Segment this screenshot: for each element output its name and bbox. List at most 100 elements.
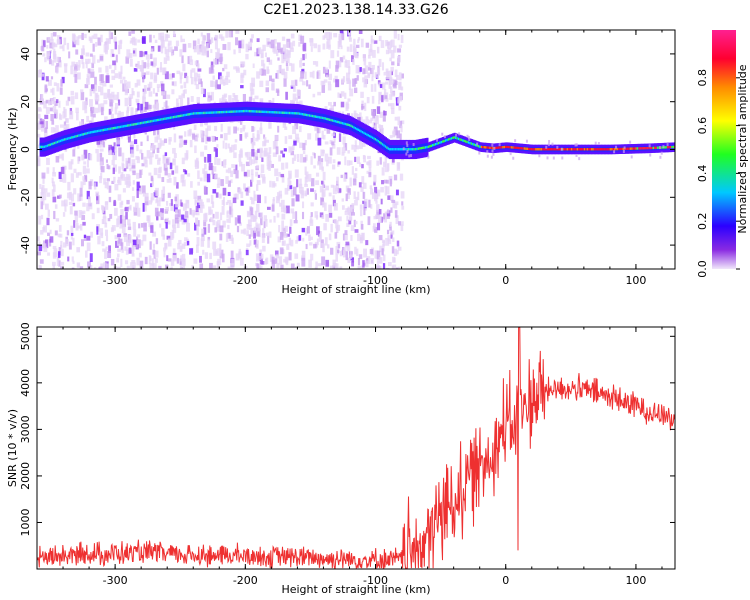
spectrogram-cell — [118, 71, 123, 80]
spectrogram-cell — [389, 178, 392, 187]
spectrogram-cell — [182, 203, 187, 211]
spectrogram-cell — [110, 113, 114, 121]
spectrogram-cell — [363, 248, 368, 258]
spectrogram-cell — [378, 124, 381, 129]
spectrogram-cell — [250, 91, 253, 101]
spectrogram-cell — [138, 122, 141, 125]
spectrogram-cell — [99, 228, 104, 236]
spectrogram-cell — [318, 116, 322, 119]
colorbar-tick-label: 0.2 — [696, 212, 709, 230]
spectrogram-cell — [129, 144, 134, 154]
spectrogram-cell — [257, 47, 262, 55]
spectrogram-cell — [58, 113, 62, 120]
spectrogram-cell — [40, 197, 44, 202]
spectrogram-cell — [300, 57, 303, 62]
spectrogram-cell — [295, 240, 298, 244]
spectrogram-cell — [399, 120, 403, 129]
spectrogram-cell — [107, 93, 111, 99]
spectrogram-cell — [295, 194, 300, 202]
spectrogram-cell — [182, 63, 186, 72]
spectrogram-cell — [260, 164, 265, 174]
spectrogram-cell — [354, 199, 358, 206]
spectrogram-cell — [48, 58, 52, 65]
spectrogram-cell — [154, 119, 157, 122]
spectrogram-cell — [288, 111, 292, 115]
spectrogram-cell — [56, 66, 59, 74]
spectrogram-cell — [220, 179, 224, 187]
spectrogram-cell — [292, 125, 297, 135]
spectrogram-cell — [376, 204, 380, 212]
spectrogram-cell — [348, 66, 351, 75]
spectrogram-cell — [397, 33, 400, 41]
spectrogram-cell — [246, 169, 251, 177]
spectrogram-cell — [73, 69, 77, 78]
spectrogram-cell — [75, 172, 79, 178]
spectrogram-cell — [296, 137, 300, 143]
spectrogram-cell — [156, 147, 160, 153]
spectrogram-cell — [284, 49, 289, 57]
spectrogram-cell — [150, 145, 153, 151]
spectrogram-cell — [358, 129, 362, 132]
spectrogram-cell — [449, 137, 452, 141]
spectrogram-cell — [347, 257, 351, 264]
x-tick-label: 100 — [625, 274, 646, 287]
spectrogram-cell — [348, 124, 352, 127]
spectrogram-cell — [138, 223, 141, 229]
x-tick-label: -100 — [363, 274, 388, 287]
spectrogram-cell — [270, 163, 275, 168]
spectrogram-cell — [372, 223, 376, 230]
spectrogram-cell — [114, 73, 119, 79]
spectrogram-cell — [615, 147, 618, 151]
spectrogram-cell — [112, 60, 116, 66]
spectrogram-cell — [115, 126, 118, 129]
spectrogram-cell — [328, 73, 333, 81]
spectrogram-cell — [199, 177, 203, 182]
spectrogram-cell — [302, 237, 305, 242]
spectrogram-cell — [316, 238, 319, 246]
spectrogram-cell — [266, 57, 270, 63]
spectrogram-cell — [227, 143, 230, 149]
colorbar-tick-label: 0.4 — [696, 165, 709, 183]
spectrogram-cell — [49, 236, 54, 243]
spectrogram-cell — [38, 241, 41, 246]
spectrogram-cell — [325, 69, 329, 77]
spectrogram-cell — [164, 163, 168, 168]
spectrogram-cell — [235, 170, 239, 179]
spectrogram-cell — [384, 95, 388, 99]
spectrogram-cell — [252, 98, 255, 105]
spectrogram-cell — [240, 191, 244, 199]
spectrogram-cell — [262, 245, 266, 252]
spectrogram-cell — [184, 113, 187, 117]
spectrogram-cell — [433, 143, 436, 146]
spectrogram-cell — [363, 80, 368, 88]
spectrogram-cell — [257, 148, 260, 153]
spectrogram-cell — [107, 88, 111, 95]
spectrogram-cell — [459, 138, 462, 141]
spectrogram-cell — [76, 112, 79, 121]
spectrogram-cell — [215, 192, 219, 198]
spectrogram-cell — [342, 247, 346, 255]
spectrogram-cell — [337, 120, 340, 124]
spectrogram-cell — [245, 109, 249, 113]
spectrogram-cell — [296, 153, 300, 159]
spectrogram-cell — [201, 133, 205, 143]
spectrogram-cell — [40, 229, 44, 235]
spectrogram-cell — [146, 63, 150, 67]
spectrogram-cell — [42, 175, 45, 184]
spectrogram-cell — [290, 208, 295, 214]
spectrogram-cell — [116, 257, 120, 263]
spectrogram-cell — [63, 199, 68, 207]
spectrogram-cell — [73, 64, 78, 71]
spectrogram-cell — [167, 192, 171, 198]
spectrogram-cell — [315, 172, 320, 177]
spectrogram-cell — [284, 233, 288, 238]
spectrogram-cell — [117, 45, 121, 55]
spectrogram-cell — [144, 51, 148, 55]
spectrogram-cell — [108, 185, 112, 193]
spectrogram-cell — [195, 205, 199, 212]
spectrogram-cell — [81, 215, 86, 221]
spectrogram-cell — [237, 110, 240, 113]
spectrogram-cell — [359, 204, 363, 210]
spectrogram-cell — [174, 115, 177, 119]
